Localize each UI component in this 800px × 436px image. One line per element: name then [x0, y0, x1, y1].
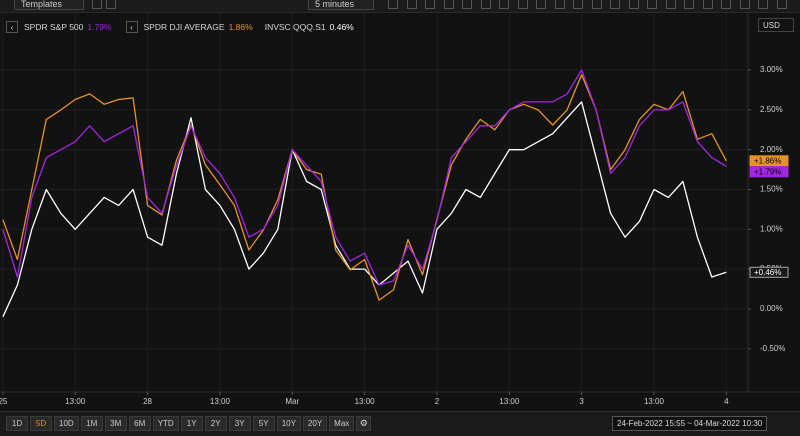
- price-tag-label: +1.86%: [754, 156, 781, 165]
- price-tag-label: +0.46%: [754, 268, 781, 277]
- toolbar-icon[interactable]: [776, 0, 787, 9]
- toolbar-icon[interactable]: [702, 0, 713, 9]
- x-tick-label: 13:00: [210, 397, 231, 406]
- y-tick-label: -0.50%: [760, 344, 785, 353]
- toolbar-icon[interactable]: [388, 0, 398, 9]
- price-tag-label: +1.79%: [754, 167, 781, 176]
- toolbar: Templates 5 minutes: [0, 0, 800, 13]
- x-tick-label: 13:00: [499, 397, 520, 406]
- legend-nav[interactable]: ‹: [125, 21, 138, 33]
- legend-value: 1.79%: [87, 22, 112, 32]
- toolbar-icon[interactable]: [406, 0, 417, 9]
- y-tick-label: 3.00%: [760, 65, 783, 74]
- x-tick-label: 13:00: [644, 397, 665, 406]
- toolbar-icon[interactable]: [591, 0, 602, 9]
- date-range[interactable]: 24-Feb-2022 15:55 ~ 04-Mar-2022 10:30: [612, 416, 768, 431]
- range-button[interactable]: 3Y: [228, 416, 251, 431]
- range-button[interactable]: 2Y: [204, 416, 227, 431]
- toolbar-icon[interactable]: [106, 0, 116, 9]
- range-button[interactable]: 1Y: [180, 416, 203, 431]
- y-tick-label: 2.00%: [760, 145, 783, 154]
- x-tick-label: 2: [435, 397, 440, 406]
- toolbar-icon[interactable]: [536, 0, 546, 9]
- range-button[interactable]: 20Y: [302, 416, 328, 431]
- price-tag: [749, 266, 789, 278]
- legend-name[interactable]: INVSC QQQ.S1: [264, 22, 326, 32]
- legend-value: 1.86%: [228, 22, 253, 32]
- range-button[interactable]: 1D: [6, 416, 28, 431]
- x-tick-label: 4: [724, 397, 729, 406]
- range-button[interactable]: Max: [329, 416, 355, 431]
- legend-value: 0.46%: [329, 22, 354, 32]
- chart-background: [0, 0, 800, 411]
- toolbar-icon[interactable]: [480, 0, 491, 9]
- toolbar-icon[interactable]: [443, 0, 454, 9]
- series-line: [2, 69, 727, 286]
- toolbar-icon[interactable]: [610, 0, 620, 9]
- range-button[interactable]: 10Y: [276, 416, 301, 431]
- bottom-bar: 1D 5D 10D 1M 3M 6M YTD 1Y 2Y 3Y 5Y 10Y 20Y Max ⚙ 24-Fe…: [0, 411, 800, 436]
- toolbar-icon[interactable]: [554, 0, 565, 9]
- range-button[interactable]: YTD: [152, 416, 179, 431]
- range-button[interactable]: 5Y: [252, 416, 275, 431]
- x-tick-label: 13:00: [65, 397, 86, 406]
- y-tick-label: 1.50%: [760, 185, 783, 194]
- range-button[interactable]: 6M: [128, 416, 151, 431]
- toolbar-icon[interactable]: [573, 0, 583, 9]
- toolbar-icon[interactable]: [499, 0, 509, 9]
- chart: -0.50%0.00%0.50%1.00%1.50%2.00%2.50%3.00…: [0, 0, 800, 411]
- y-tick-label: 0.00%: [760, 304, 783, 313]
- legend-name[interactable]: SPDR S&P 500: [24, 22, 84, 32]
- price-tag: [749, 166, 789, 178]
- toolbar-icon[interactable]: [739, 0, 750, 9]
- y-tick-label: 2.50%: [760, 105, 783, 114]
- legend-nav[interactable]: ‹: [6, 21, 18, 33]
- x-tick-label: 13:00: [355, 397, 376, 406]
- toolbar-icon[interactable]: [517, 0, 528, 9]
- price-tag: [749, 155, 789, 167]
- x-tick-label: 3: [579, 397, 584, 406]
- toolbar-icon[interactable]: [628, 0, 639, 9]
- y-tick-label: 1.00%: [760, 224, 783, 233]
- legend-name[interactable]: SPDR DJI AVERAGE: [143, 22, 225, 32]
- templates-dropdown[interactable]: Templates: [14, 0, 84, 10]
- x-tick-label: 25: [0, 397, 8, 406]
- series-line: [2, 101, 727, 318]
- toolbar-icon[interactable]: [647, 0, 657, 9]
- toolbar-icon[interactable]: [665, 0, 676, 9]
- range-buttons: 1D 5D 10D 1M 3M 6M YTD 1Y 2Y 3Y 5Y 10Y 20Y Max ⚙: [6, 416, 372, 431]
- toolbar-icon[interactable]: [425, 0, 435, 9]
- range-button[interactable]: 10D: [54, 416, 79, 431]
- x-tick-label: 28: [143, 397, 152, 406]
- range-button[interactable]: 1M: [80, 416, 103, 431]
- interval-dropdown[interactable]: 5 minutes: [308, 0, 374, 10]
- toolbar-icon[interactable]: [684, 0, 694, 9]
- settings-button[interactable]: ⚙: [356, 416, 372, 431]
- toolbar-icon[interactable]: [758, 0, 768, 9]
- range-button[interactable]: 3M: [104, 416, 127, 431]
- legend: ‹ SPDR S&P 500 1.79% ‹ SPDR DJI AVERAGE 1.86%…: [4, 21, 362, 33]
- x-tick-label: Mar: [285, 397, 299, 406]
- toolbar-icon[interactable]: [721, 0, 731, 9]
- toolbar-icon[interactable]: [92, 0, 102, 9]
- currency-dropdown[interactable]: USD: [758, 18, 794, 32]
- toolbar-icon[interactable]: [462, 0, 472, 9]
- range-button[interactable]: 5D: [30, 416, 52, 431]
